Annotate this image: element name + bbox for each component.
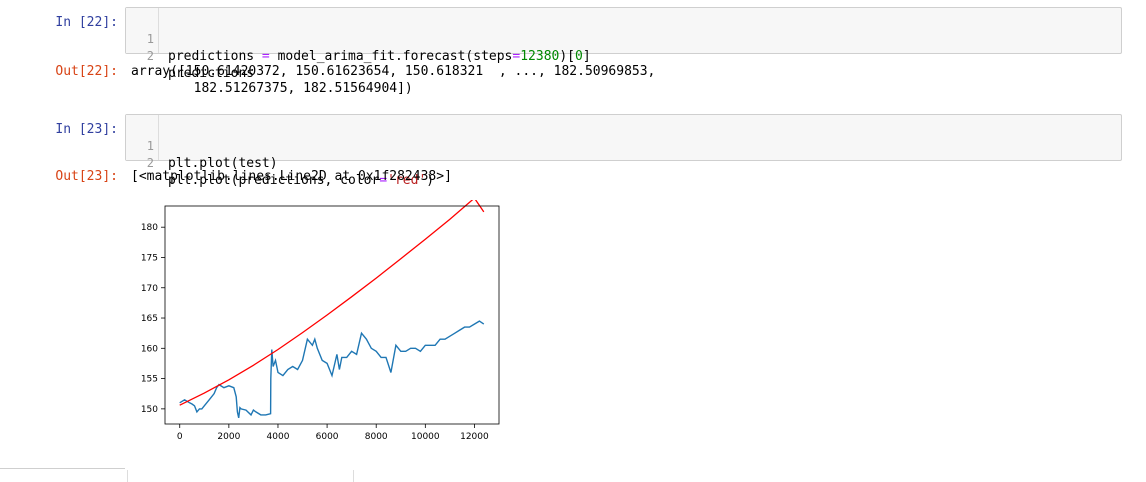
- divider: [127, 470, 128, 482]
- x-tick-label: 4000: [267, 432, 290, 442]
- code-token: =: [379, 173, 388, 188]
- code-token: plt.plot(predictions, color: [168, 173, 380, 188]
- line-chart: 0 2000 4000 6000 8000 10000 12000 150 155 160 165 1…: [141, 197, 500, 442]
- notebook-area: In [22]: 1 predictions = model_arima_fit…: [0, 7, 1146, 469]
- output-prompt: Out[23]:: [55, 169, 118, 184]
- output-text: array([150.61420372, 150.61623654, 150.6…: [131, 64, 656, 79]
- x-tick-label: 12000: [460, 432, 489, 442]
- series-line-1: [179, 320, 485, 419]
- code-cell-input[interactable]: 1 predictions = model_arima_fit.forecast…: [125, 7, 1122, 81]
- code-line: 2 plt.plot(predictions, color='red'): [126, 138, 434, 188]
- y-tick-label: 175: [141, 253, 158, 263]
- output-text: 182.51267375, 182.51564904]): [131, 81, 413, 96]
- line-number: 1: [146, 139, 154, 153]
- code-text[interactable]: plt.plot(test): [168, 155, 278, 172]
- y-tick-label: 180: [141, 223, 158, 233]
- divider: [353, 470, 354, 482]
- code-text[interactable]: plt.plot(predictions, color='red'): [168, 172, 434, 189]
- code-token: ]: [582, 49, 591, 64]
- output-text: [<matplotlib.lines.Line2D at 0x1f282438>…: [131, 169, 452, 184]
- y-tick-label: 150: [141, 405, 158, 415]
- y-tick-label: 155: [141, 375, 158, 385]
- x-tick-label: 6000: [316, 432, 339, 442]
- code-text[interactable]: predictions: [168, 65, 254, 82]
- x-tick-label: 10000: [411, 432, 440, 442]
- code-token: 12380: [520, 49, 560, 64]
- code-text[interactable]: predictions = model_arima_fit.forecast(s…: [168, 48, 591, 65]
- x-tick-label: 2000: [217, 432, 240, 442]
- input-prompt: In [23]:: [55, 122, 118, 137]
- series-line-2: [179, 197, 485, 406]
- y-tick-label: 160: [141, 344, 158, 354]
- code-token: predictions: [168, 49, 262, 64]
- x-tick-label: 8000: [365, 432, 388, 442]
- axes-frame: [164, 205, 500, 425]
- code-cell-input[interactable]: 1 plt.plot(test) 2 plt.plot(predictions,…: [125, 114, 1122, 188]
- line-number-gutter: [126, 115, 159, 160]
- code-token: ): [426, 173, 435, 188]
- code-token: model_arima_fit.forecast(steps: [269, 49, 513, 64]
- y-tick-label: 170: [141, 284, 158, 294]
- code-token: 0: [575, 49, 583, 64]
- line-number: 1: [146, 32, 154, 46]
- code-token: 'red': [387, 173, 427, 188]
- code-token: plt.plot(test): [168, 156, 278, 171]
- y-tick-label: 165: [141, 314, 158, 324]
- code-token: =: [261, 49, 270, 64]
- line-number: 2: [146, 49, 154, 63]
- x-tick-label: 0: [177, 432, 183, 442]
- next-cell-edge: [125, 468, 1146, 482]
- code-line: 1 plt.plot(test): [126, 121, 278, 171]
- input-prompt: In [22]:: [55, 15, 118, 30]
- code-token: predictions: [168, 66, 255, 81]
- code-token: )[: [559, 49, 576, 64]
- code-token: =: [512, 49, 521, 64]
- plot-output: 0 2000 4000 6000 8000 10000 12000 150 155 160 165 1…: [125, 197, 525, 450]
- line-number-gutter: [126, 8, 159, 53]
- line-number: 2: [146, 156, 154, 170]
- code-line: 1 predictions = model_arima_fit.forecast…: [126, 14, 591, 64]
- code-line: 2 predictions: [126, 31, 254, 81]
- output-prompt: Out[22]:: [55, 64, 118, 79]
